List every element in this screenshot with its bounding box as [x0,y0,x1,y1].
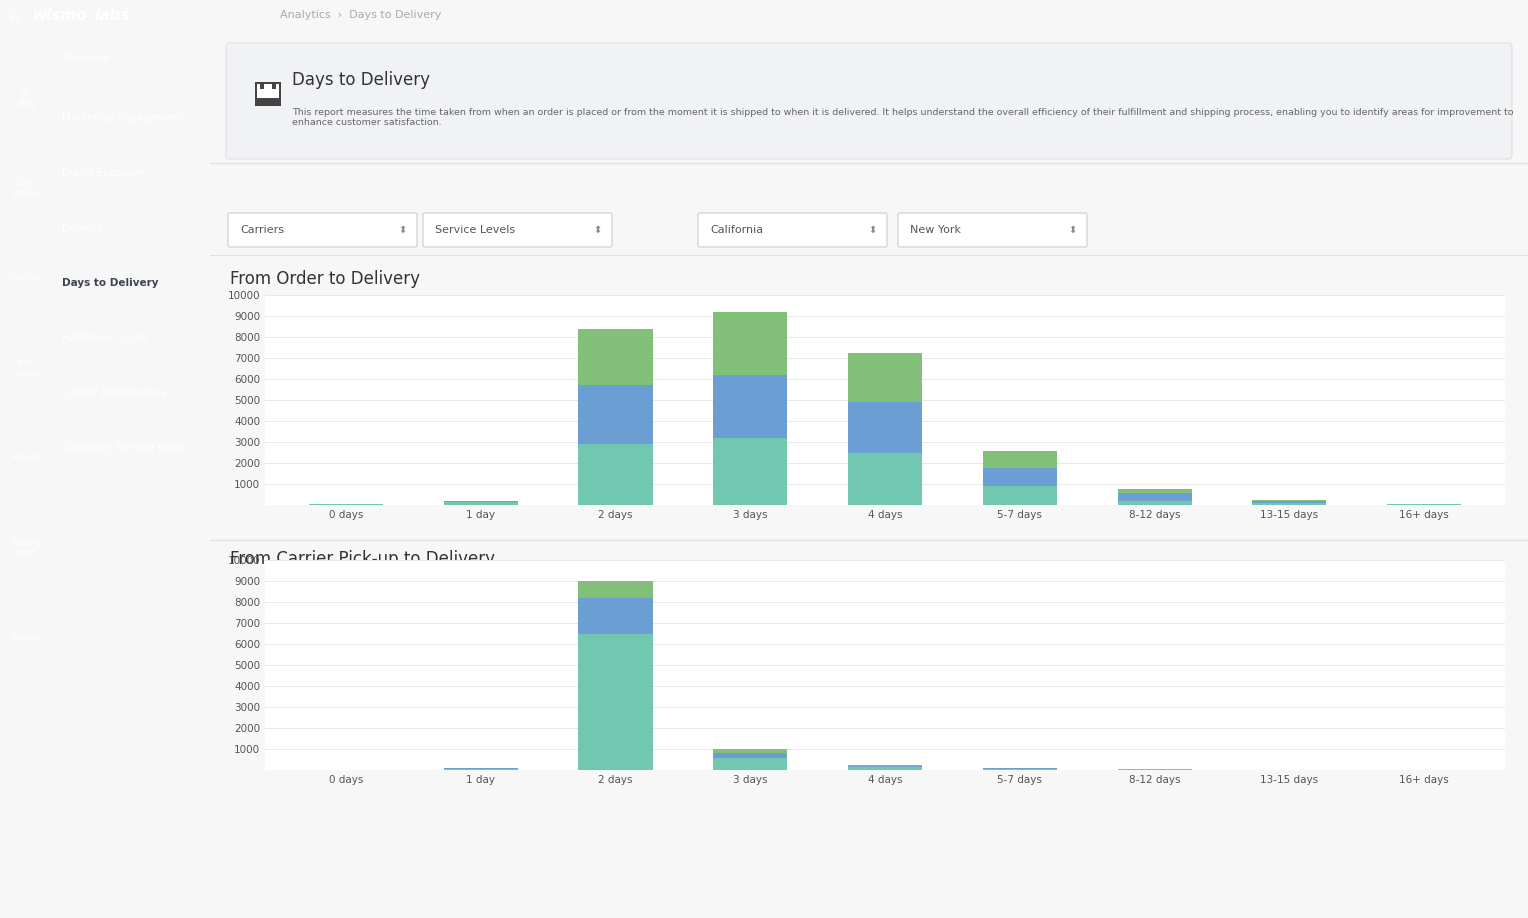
Bar [983,452,1057,468]
Text: This report measures the time taken from when an order is placed or from the mom: This report measures the time taken from… [292,108,1514,128]
Bar [714,753,787,758]
FancyBboxPatch shape [228,213,417,247]
Bar [848,767,921,770]
Text: California: California [711,225,762,235]
Bar [848,766,921,767]
Bar [714,758,787,770]
Text: Brand Exposure: Brand Exposure [63,168,145,178]
Bar [848,453,921,505]
Bar [255,82,281,106]
Text: Service Levels: Service Levels [435,225,515,235]
Text: Fulfillment cycle: Fulfillment cycle [63,333,147,343]
Bar [443,501,518,502]
Bar [579,598,652,633]
Bar [1253,501,1326,503]
Bar [579,581,652,598]
FancyBboxPatch shape [698,213,886,247]
Text: Days to Delivery: Days to Delivery [63,278,159,288]
Text: Returns: Returns [11,453,41,463]
FancyBboxPatch shape [898,213,1086,247]
Bar [579,329,652,386]
Bar [443,768,518,770]
Bar [714,375,787,438]
Bar [848,402,921,453]
Bar [579,386,652,444]
Bar [848,353,921,402]
Bar [579,444,652,505]
Text: ⬍: ⬍ [397,225,406,235]
Text: Analytics  ›  Days to Delivery: Analytics › Days to Delivery [280,10,442,20]
Bar [1253,500,1326,501]
Text: Carriers: Carriers [240,225,284,235]
Text: Overview: Overview [63,53,112,63]
Bar [1117,493,1192,501]
Bar [260,83,264,89]
Text: Ad
Mktg: Ad Mktg [17,88,35,107]
Bar [983,468,1057,487]
Text: Delivery
Audit: Delivery Audit [11,538,41,558]
Text: ⬍: ⬍ [868,225,876,235]
Text: From Order to Delivery: From Order to Delivery [231,270,420,288]
Text: Marketing Engagement: Marketing Engagement [63,113,183,123]
Bar [983,769,1057,770]
Bar [983,487,1057,505]
Text: Analytics: Analytics [9,274,44,283]
Bar [443,502,518,505]
Text: Ship-
ments: Ship- ments [14,358,38,377]
FancyBboxPatch shape [226,43,1513,159]
Text: wismo: wismo [32,7,87,23]
Text: Devices: Devices [63,223,102,233]
Text: From Carrier Pick-up to Delivery: From Carrier Pick-up to Delivery [231,550,495,568]
Text: ⌂: ⌂ [11,7,20,23]
Bar [1117,501,1192,505]
Bar [579,633,652,770]
Bar [714,749,787,753]
Bar [272,83,277,89]
Text: Days to Delivery: Days to Delivery [292,71,429,89]
Text: labs: labs [95,7,130,23]
Text: Link
Builder: Link Builder [12,178,40,197]
Bar [848,765,921,766]
Text: Settings: Settings [11,633,41,643]
Text: Customer Service Risks: Customer Service Risks [63,443,185,453]
Bar [1253,503,1326,505]
Bar [714,438,787,505]
Text: Carrier Performance: Carrier Performance [63,388,168,398]
Bar [47,269,215,297]
Text: ⬍: ⬍ [593,225,601,235]
Bar [257,84,280,98]
Bar [714,312,787,375]
Text: New York: New York [911,225,961,235]
Bar [1117,489,1192,493]
Text: ⬍: ⬍ [1068,225,1076,235]
FancyBboxPatch shape [423,213,613,247]
